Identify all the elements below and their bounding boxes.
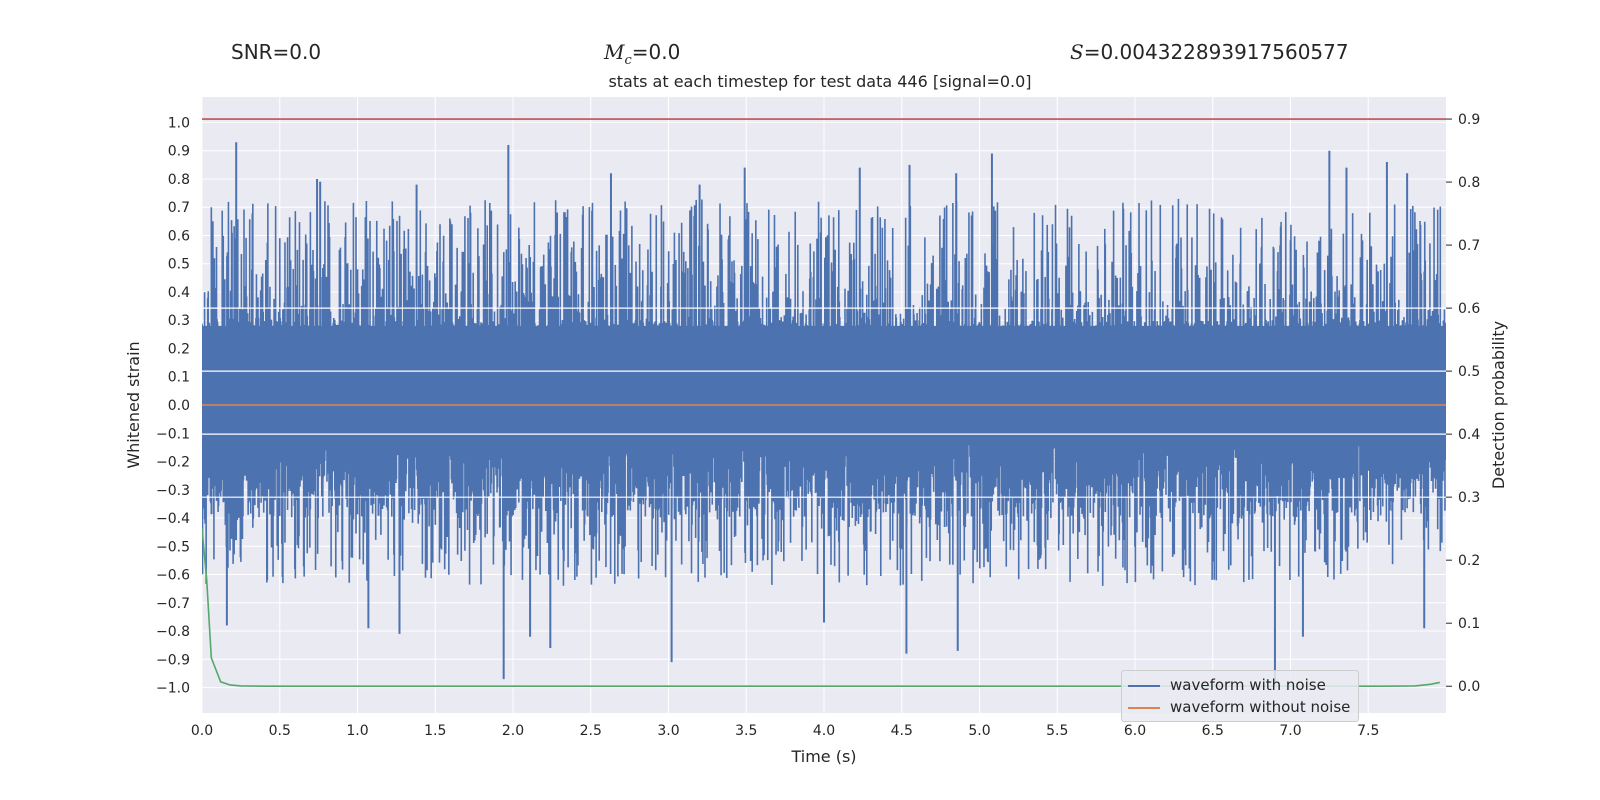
x-tick-label: 2.0: [502, 723, 524, 739]
x-tick-label: 6.5: [1202, 723, 1224, 739]
y2-tick-label: 0.7: [1458, 238, 1480, 254]
x-tick-label: 1.0: [346, 723, 368, 739]
y-tick-label: −0.1: [156, 426, 190, 442]
y-tick-label: −0.3: [156, 483, 190, 499]
y2-axis-label: Detection probability: [1489, 321, 1508, 489]
legend-label-clean: waveform without noise: [1170, 698, 1351, 716]
x-tick-label: 1.5: [424, 723, 446, 739]
y-tick-label: 0.2: [168, 341, 190, 357]
waveform-with-noise-core: [202, 325, 1446, 445]
mc-value: =0.0: [631, 40, 681, 64]
y-tick-label: 0.4: [168, 285, 190, 301]
y-tick-label: 0.6: [168, 228, 190, 244]
x-tick-label: 5.5: [1046, 723, 1068, 739]
mc-symbol: M: [604, 40, 625, 64]
y-tick-label: −0.2: [156, 455, 190, 471]
y-axis-label: Whitened strain: [124, 341, 143, 468]
y-tick-label: −0.7: [156, 596, 190, 612]
s-symbol: S: [1070, 40, 1084, 64]
plot-data-group: [202, 118, 1446, 688]
y-tick-label: 0.7: [168, 200, 190, 216]
y-tick-label: 0.1: [168, 370, 190, 386]
legend-swatch-noisy: [1128, 684, 1160, 687]
legend-label-noisy: waveform with noise: [1170, 676, 1326, 694]
x-tick-label: 2.5: [580, 723, 602, 739]
y-tick-label: −0.4: [156, 511, 190, 527]
y2-tick-label: 0.0: [1458, 679, 1480, 695]
x-tick-label: 7.0: [1279, 723, 1301, 739]
chirp-mass-readout: Mc=0.0: [604, 40, 680, 68]
y-tick-label: −0.9: [156, 652, 190, 668]
s-value: =0.004322893917560577: [1083, 40, 1349, 64]
y-tick-label: −0.6: [156, 568, 190, 584]
x-tick-label: 0.5: [269, 723, 291, 739]
x-tick-label: 6.0: [1124, 723, 1146, 739]
x-tick-label: 7.5: [1357, 723, 1379, 739]
x-tick-label: 0.0: [191, 723, 213, 739]
y-tick-label: 0.3: [168, 313, 190, 329]
legend-swatch-clean: [1128, 706, 1160, 709]
legend-entry-clean: waveform without noise: [1128, 697, 1350, 717]
detection-probability-series: [202, 528, 1440, 688]
x-tick-label: 4.5: [891, 723, 913, 739]
y2-tick-label: 0.8: [1458, 175, 1480, 191]
x-tick-label: 3.5: [735, 723, 757, 739]
y2-tick-label: 0.3: [1458, 490, 1480, 506]
y-tick-label: −0.5: [156, 539, 190, 555]
y-tick-label: 0.8: [168, 172, 190, 188]
y-tick-label: 1.0: [168, 115, 190, 131]
y2-tick-label: 0.2: [1458, 553, 1480, 569]
y-tick-label: −0.8: [156, 624, 190, 640]
y2-tick-label: 0.9: [1458, 112, 1480, 128]
y2-tick-label: 0.5: [1458, 364, 1480, 380]
y-tick-label: 0.9: [168, 144, 190, 160]
x-axis-label: Time (s): [790, 747, 856, 766]
y2-tick-label: 0.4: [1458, 427, 1480, 443]
y-tick-label: −1.0: [156, 681, 190, 697]
y-tick-label: 0.5: [168, 257, 190, 273]
mc-subscript: c: [624, 53, 632, 68]
y-tick-label: 0.0: [168, 398, 190, 414]
x-tick-label: 3.0: [657, 723, 679, 739]
snr-readout: SNR=0.0: [231, 40, 322, 64]
y2-tick-label: 0.6: [1458, 301, 1480, 317]
x-tick-label: 5.0: [968, 723, 990, 739]
chart-title: stats at each timestep for test data 446…: [608, 72, 1032, 91]
s-statistic-readout: S=0.004322893917560577: [1070, 40, 1349, 64]
legend-entry-noisy: waveform with noise: [1128, 675, 1326, 695]
chart-legend: waveform with noise waveform without noi…: [1121, 670, 1359, 722]
y2-tick-label: 0.1: [1458, 616, 1480, 632]
x-tick-label: 4.0: [813, 723, 835, 739]
